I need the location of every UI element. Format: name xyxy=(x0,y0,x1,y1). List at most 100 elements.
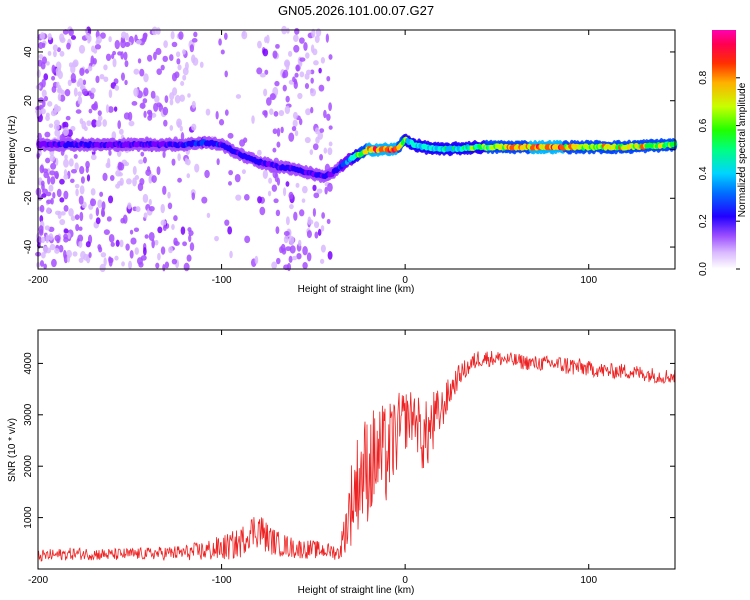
spectrogram-noise-blob xyxy=(191,100,196,109)
spectrogram-noise-blob xyxy=(289,245,296,254)
spectrogram-noise-blob xyxy=(297,239,302,247)
spectrogram-noise-blob xyxy=(228,169,234,176)
spectrogram-noise-blob xyxy=(79,67,85,76)
spectrogram-noise-blob xyxy=(323,109,327,119)
snr-axes-frame xyxy=(37,329,676,570)
spectrogram-noise-blob xyxy=(243,194,250,201)
spectrogram-noise-blob xyxy=(41,78,46,88)
spectrogram-noise-blob xyxy=(285,216,290,226)
spectrogram-noise-blob xyxy=(62,121,69,129)
spectrogram-noise-blob xyxy=(292,111,298,120)
spectrogram-noise-blob xyxy=(229,250,233,259)
spectrogram-x-tick-label: -200 xyxy=(28,275,48,286)
spectrogram-noise-blob xyxy=(89,213,93,220)
colorbar: 0.0 0.2 0.4 0.6 0.8 Normalized spectral ampl… xyxy=(698,30,748,276)
spectrogram-noise-blob xyxy=(100,32,106,39)
spectrogram-noise-blob xyxy=(85,241,91,248)
spectrogram-noise-blob xyxy=(67,232,71,239)
spectrogram-noise-blob xyxy=(326,76,331,82)
spectrogram-noise-blob xyxy=(299,57,306,62)
spectrogram-noise-blob xyxy=(131,101,138,106)
spectrogram-noise-blob xyxy=(276,257,281,265)
spectrogram-noise-blob xyxy=(288,255,293,263)
spectrogram-noise-blob xyxy=(106,216,112,222)
spectrogram-noise-blob xyxy=(64,89,71,97)
spectrogram-noise-blob xyxy=(319,153,323,161)
spectrogram-noise-blob xyxy=(285,95,290,103)
spectrogram-noise-blob xyxy=(68,208,74,217)
spectrogram-noise-blob xyxy=(114,39,120,50)
spectrogram-noise-blob xyxy=(180,81,185,86)
spectrogram-noise-blob xyxy=(171,41,178,48)
spectrogram-noise-blob xyxy=(93,101,98,109)
spectrogram-noise-blob xyxy=(241,30,248,40)
spectrogram-noise-blob xyxy=(153,51,157,61)
spectrogram-noise-blob xyxy=(45,234,50,244)
spectrogram-noise-blob xyxy=(280,243,286,253)
spectrogram-noise-blob xyxy=(55,67,62,75)
spectrogram-noise-blob xyxy=(38,42,44,50)
spectrogram-noise-blob xyxy=(41,89,47,98)
spectrogram-noise-blob xyxy=(108,89,113,98)
spectrogram-noise-blob xyxy=(285,62,290,71)
spectrogram-noise-blob xyxy=(305,52,310,59)
spectrogram-noise-blob xyxy=(111,131,117,140)
spectrogram-noise-blob xyxy=(177,64,182,71)
spectrogram-noise-blob xyxy=(140,151,145,157)
spectrogram-noise-blob xyxy=(63,228,69,234)
spectrogram-noise-blob xyxy=(278,109,285,117)
spectrogram-noise-blob xyxy=(128,260,132,270)
spectrogram-noise-blob xyxy=(176,118,183,128)
spectrogram-noise-blob xyxy=(282,187,287,197)
spectrogram-noise-blob xyxy=(148,111,153,118)
spectrogram-noise-blob xyxy=(146,54,153,62)
spectrogram-y-tick-label: 20 xyxy=(23,95,34,107)
spectrogram-noise-blob xyxy=(160,219,167,226)
spectrogram-noise-blob xyxy=(120,51,124,60)
spectrogram-noise-blob xyxy=(170,31,175,40)
spectrogram-noise-blob xyxy=(44,131,51,138)
spectrogram-noise-blob xyxy=(324,186,328,195)
spectrogram-noise-blob xyxy=(73,153,78,159)
spectrogram-noise-blob xyxy=(227,226,233,235)
spectrogram-noise-blob xyxy=(143,73,149,83)
spectrogram-noise-blob xyxy=(109,175,115,181)
spectrogram-noise-blob xyxy=(325,33,329,43)
spectrogram-noise-blob xyxy=(184,61,189,71)
spectrogram-noise-blob xyxy=(259,72,266,78)
spectrogram-noise-blob xyxy=(97,110,102,116)
spectrogram-noise-blob xyxy=(177,153,181,162)
spectrogram-noise-blob xyxy=(63,174,69,180)
spectrogram-noise-blob xyxy=(48,233,54,241)
spectrogram-noise-blob xyxy=(153,102,159,112)
spectrogram-noise-blob xyxy=(206,212,211,218)
spectrogram-noise-blob xyxy=(92,57,97,65)
spectrogram-noise-blob xyxy=(125,32,129,41)
spectrogram-noise-blob xyxy=(130,237,137,245)
spectrogram-noise-blob xyxy=(70,73,76,82)
spectrogram-noise-blob xyxy=(275,209,281,217)
spectrogram-noise-blob xyxy=(328,125,333,130)
spectrogram-noise-blob xyxy=(235,94,242,99)
spectrogram-noise-blob xyxy=(117,172,123,177)
spectrogram-noise-blob xyxy=(292,119,298,128)
spectrogram-noise-blob xyxy=(88,252,92,259)
spectrogram-noise-blob xyxy=(287,50,293,57)
spectrogram-noise-blob xyxy=(182,74,187,81)
spectrogram-noise-blob xyxy=(108,36,112,43)
spectrogram-noise-blob xyxy=(99,263,106,273)
spectrogram-noise-blob xyxy=(96,36,102,44)
spectrogram-noise-blob xyxy=(294,72,299,78)
spectrogram-noise-blob xyxy=(118,162,125,171)
spectrogram-noise-blob xyxy=(167,191,171,199)
spectrogram-noise-blob xyxy=(272,50,278,59)
spectrogram-noise-blob xyxy=(63,249,67,259)
spectrogram-noise-blob xyxy=(228,181,232,186)
spectrogram-noise-blob xyxy=(64,154,68,160)
spectrogram-noise-blob xyxy=(119,128,124,135)
spectrogram-noise-blob xyxy=(35,187,42,197)
spectrogram-noise-blob xyxy=(244,235,251,244)
spectrogram-noise-blob xyxy=(328,141,333,147)
spectrogram-noise-blob xyxy=(194,163,200,173)
spectrogram-noise-blob xyxy=(257,149,262,156)
